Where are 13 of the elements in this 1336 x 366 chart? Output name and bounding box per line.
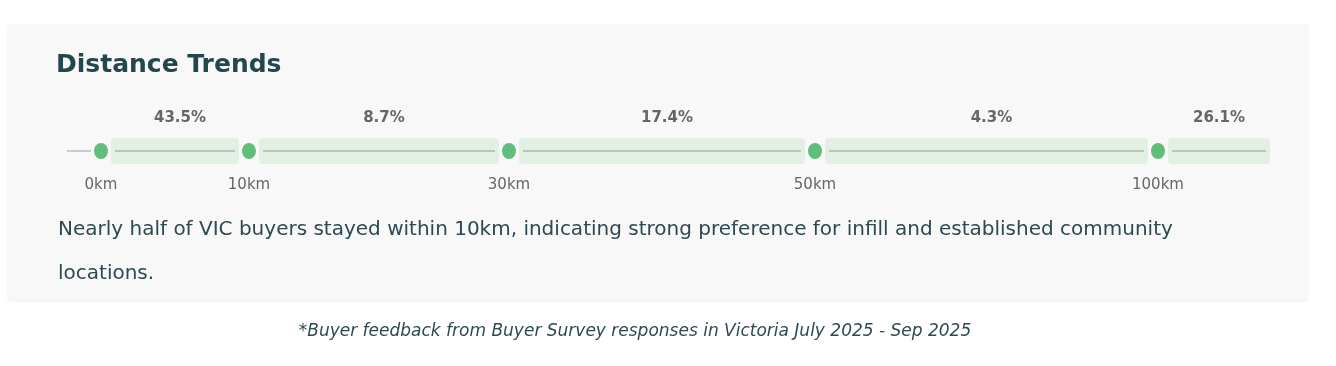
text: 50km — [793, 175, 837, 193]
text: Nearly half of VIC buyers stayed within 10km, indicating strong preference for infill and established community locations. — [58, 215, 1174, 286]
text: 30km — [487, 175, 531, 193]
data-label: 8.7% — [363, 108, 405, 126]
text: Distance Trends — [56, 49, 282, 78]
text: 10km — [227, 175, 271, 193]
data-label: 4.3% — [970, 108, 1013, 126]
data-label: 17.4% — [640, 108, 694, 126]
text: 100km — [1132, 175, 1184, 193]
data-label: 43.5% — [153, 108, 207, 126]
text: *Buyer feedback from Buyer Survey responses in Victoria July 2025 - Sep 2025 — [297, 320, 973, 340]
text: 0km — [84, 175, 118, 193]
data-label: 26.1% — [1192, 108, 1246, 126]
